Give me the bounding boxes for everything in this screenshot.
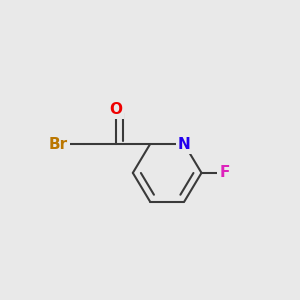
Text: F: F: [219, 165, 230, 180]
Text: N: N: [178, 137, 191, 152]
Text: Br: Br: [49, 137, 68, 152]
Text: O: O: [109, 102, 122, 117]
